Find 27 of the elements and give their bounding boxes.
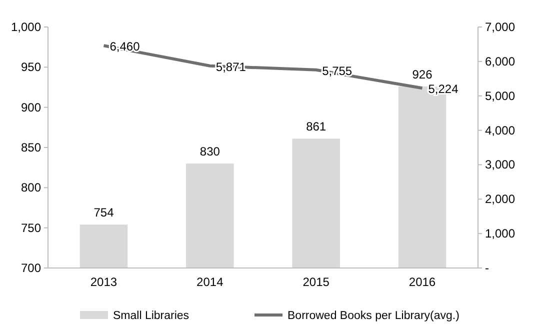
y-tick-label: 950: [20, 60, 42, 74]
data-label: 754: [94, 206, 114, 220]
y-tick-label: 800: [20, 180, 42, 195]
x-tick-label: 2015: [302, 275, 330, 289]
data-label: 830: [200, 144, 220, 159]
x-tick-label: 2013: [90, 275, 118, 289]
y2-tick-label: 2,000: [485, 192, 516, 206]
x-tick-label: 2014: [196, 275, 224, 289]
y2-tick-label: 7,000: [485, 20, 516, 34]
y-tick-label: 850: [20, 140, 42, 154]
legend-label: Small Libraries: [113, 310, 190, 322]
data-label: 926: [412, 67, 433, 82]
y2-tick-label: 6,000: [485, 54, 516, 68]
y2-tick-label: 1,000: [485, 226, 516, 241]
y2-tick-label: 4,000: [485, 123, 516, 138]
y-tick-label: 750: [20, 220, 42, 235]
y-tick-label: 1,000: [10, 20, 42, 34]
data-label: 5,224: [428, 82, 459, 96]
y-tick-label: 700: [20, 261, 42, 275]
y2-tick-label: 5,000: [485, 88, 516, 103]
y2-tick-label: 3,000: [485, 158, 516, 172]
data-label: 5,871: [216, 60, 246, 74]
y-tick-label: 900: [20, 100, 42, 114]
legend-label: Borrowed Books per Library(avg.): [288, 310, 460, 322]
x-tick-label: 2016: [408, 275, 436, 289]
y2-tick-label: -: [485, 261, 489, 275]
data-label: 861: [306, 120, 326, 134]
